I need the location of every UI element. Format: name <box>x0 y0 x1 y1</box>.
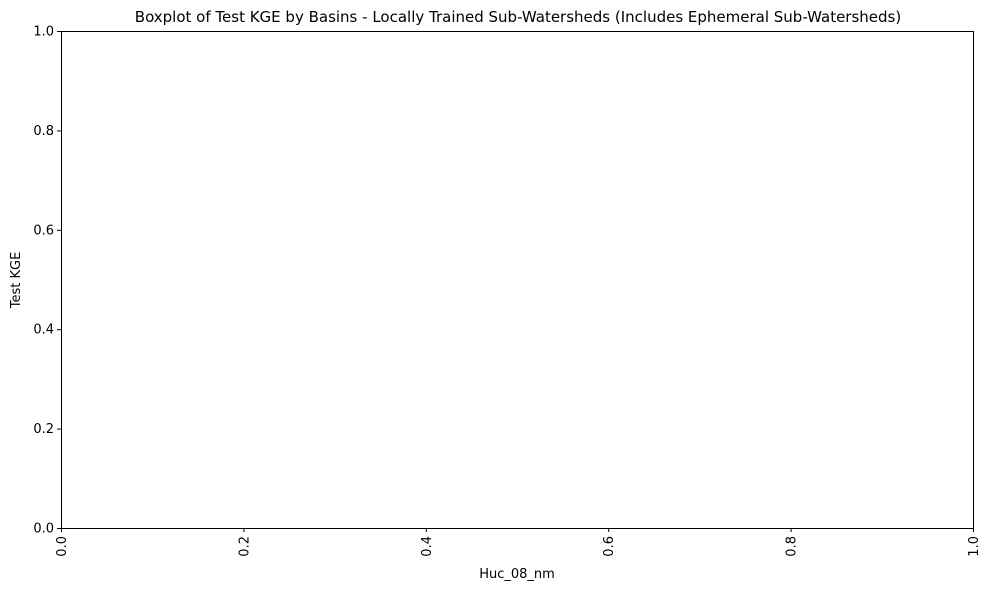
chart-title: Boxplot of Test KGE by Basins - Locally … <box>135 8 901 26</box>
y-tick-label: 0.4 <box>33 323 54 338</box>
y-tick-label: 1.0 <box>33 25 54 40</box>
x-tick-label: 1.0 <box>967 536 982 557</box>
x-tick-label: 0.0 <box>55 536 70 557</box>
x-axis-label: Huc_08_nm <box>479 567 555 582</box>
x-tick-label: 0.2 <box>237 536 252 557</box>
y-tick-label: 0.0 <box>33 522 54 537</box>
x-axis-ticks: 0.0 0.2 0.4 0.6 0.8 1.0 <box>55 528 982 557</box>
x-tick-label: 0.8 <box>785 536 800 557</box>
x-tick-label: 0.4 <box>420 536 435 557</box>
plot-area <box>61 31 974 529</box>
y-tick-label: 0.6 <box>33 223 54 238</box>
y-axis-ticks: 0.0 0.2 0.4 0.6 0.8 1.0 <box>33 25 61 537</box>
y-axis-label: Test KGE <box>9 252 24 310</box>
y-tick-label: 0.2 <box>33 422 54 437</box>
y-tick-label: 0.8 <box>33 124 54 139</box>
x-tick-label: 0.6 <box>602 536 617 557</box>
